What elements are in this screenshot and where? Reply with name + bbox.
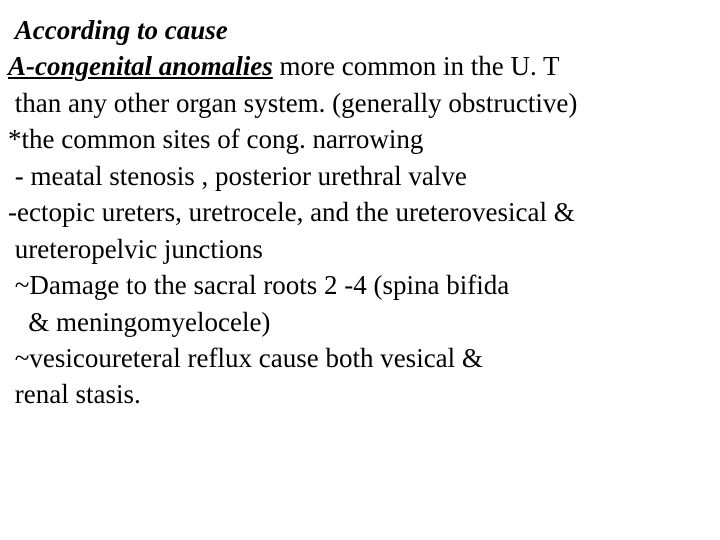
text-more-common: more common in the U. T <box>273 51 560 81</box>
text-meningomyelocele: & meningomyelocele) <box>8 304 712 340</box>
text-vesicoureteral: ~vesicoureteral reflux cause both vesica… <box>8 340 712 376</box>
text-ureteropelvic: ureteropelvic junctions <box>8 231 712 267</box>
label-a-congenital-anomalies: A-congenital anomalies <box>8 51 273 81</box>
text-renal-stasis: renal stasis. <box>8 376 712 412</box>
text-than-any-other: than any other organ system. (generally … <box>8 85 712 121</box>
heading-according-to-cause: According to cause <box>8 12 712 48</box>
text-meatal-stenosis: - meatal stenosis , posterior urethral v… <box>8 158 712 194</box>
text-common-sites: *the common sites of cong. narrowing <box>8 121 712 157</box>
line-congenital-anomalies: A-congenital anomalies more common in th… <box>8 48 712 84</box>
text-sacral-roots: ~Damage to the sacral roots 2 -4 (spina … <box>8 267 712 303</box>
text-ectopic-ureters: -ectopic ureters, uretrocele, and the ur… <box>8 194 712 230</box>
slide-body: According to cause A-congenital anomalie… <box>0 0 720 413</box>
